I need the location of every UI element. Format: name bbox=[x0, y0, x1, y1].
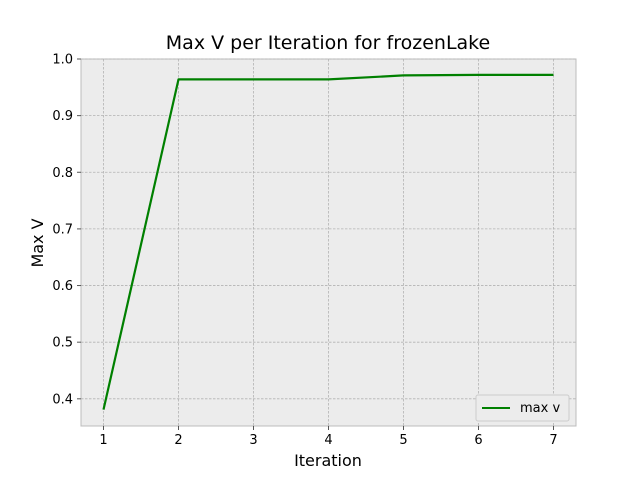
x-tick-label: 6 bbox=[474, 433, 482, 448]
y-tick-label: 0.6 bbox=[52, 279, 73, 294]
y-tick-label: 0.8 bbox=[52, 166, 73, 181]
y-tick-label: 1.0 bbox=[52, 53, 73, 68]
y-tick-label: 0.5 bbox=[52, 336, 73, 351]
x-tick-label: 2 bbox=[174, 433, 182, 448]
x-tick-label: 7 bbox=[549, 433, 557, 448]
y-tick-label: 0.7 bbox=[52, 222, 73, 237]
x-tick-label: 3 bbox=[249, 433, 257, 448]
x-tick-label: 5 bbox=[399, 433, 407, 448]
series-line-max-v bbox=[102, 73, 554, 410]
y-axis-title: Max V bbox=[28, 218, 47, 267]
y-tick-label: 0.9 bbox=[52, 109, 73, 124]
legend-label: max v bbox=[520, 401, 560, 416]
chart-title: Max V per Iteration for frozenLake bbox=[166, 32, 490, 54]
x-axis: 1 2 3 4 5 6 7 bbox=[99, 426, 558, 448]
x-tick-label: 4 bbox=[324, 433, 332, 448]
x-axis-title: Iteration bbox=[294, 451, 362, 470]
y-tick-label: 0.4 bbox=[52, 392, 73, 407]
legend-box bbox=[475, 394, 570, 422]
y-axis: 0.4 0.5 0.6 0.7 0.8 0.9 1.0 bbox=[52, 53, 81, 407]
plot-area bbox=[80, 58, 577, 427]
x-tick-label: 1 bbox=[99, 433, 107, 448]
series-lines bbox=[102, 73, 554, 410]
legend: max v bbox=[475, 394, 570, 422]
